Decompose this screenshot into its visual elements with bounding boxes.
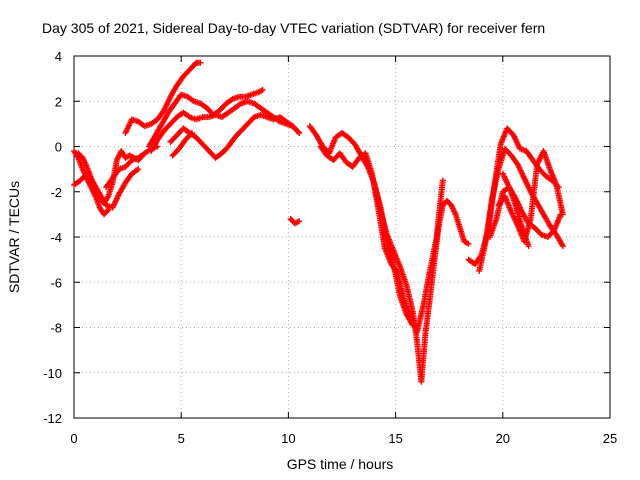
series-arc-6 (146, 86, 266, 150)
data-series (71, 59, 566, 385)
series-arc-10 (287, 215, 303, 227)
chart-title: Day 305 of 2021, Sidereal Day-to-day VTE… (42, 20, 545, 36)
data-point (104, 207, 111, 214)
data-point (197, 59, 204, 66)
data-point (259, 86, 266, 93)
x-tick-label: 15 (388, 431, 402, 446)
y-tick-label: -12 (43, 411, 62, 426)
data-point (188, 129, 195, 136)
y-tick-label: -4 (50, 230, 62, 245)
series-arc-9 (169, 129, 195, 159)
x-tick-label: 20 (496, 431, 510, 446)
data-point (187, 131, 194, 138)
y-tick-label: 2 (55, 94, 62, 109)
x-axis-label: GPS time / hours (287, 456, 394, 472)
data-point (296, 218, 303, 225)
y-tick-label: -6 (50, 275, 62, 290)
series-arc-15 (476, 145, 566, 274)
data-point (296, 129, 303, 136)
series-arc-18 (499, 170, 532, 250)
data-point (559, 243, 566, 250)
y-tick-label: 0 (55, 140, 62, 155)
y-axis-label: SDTVAR / TECUs (6, 181, 22, 293)
series-arc-5 (122, 59, 204, 136)
grid (74, 56, 610, 418)
data-point (439, 177, 446, 184)
x-tick-label: 25 (603, 431, 617, 446)
x-tick-label: 0 (70, 431, 77, 446)
data-point (105, 206, 112, 213)
series-arc-13 (371, 179, 472, 385)
x-tick-label: 10 (281, 431, 295, 446)
data-point (295, 128, 302, 135)
data-point (135, 166, 142, 173)
y-tick-label: 4 (55, 49, 62, 64)
data-point (134, 167, 141, 174)
y-tick-label: -10 (43, 366, 62, 381)
data-point (559, 211, 566, 218)
data-point (465, 240, 472, 247)
y-tick-label: -8 (50, 321, 62, 336)
x-tick-label: 5 (178, 431, 185, 446)
y-tick-label: -2 (50, 185, 62, 200)
series-arc-4 (103, 143, 161, 191)
data-point (525, 243, 532, 250)
